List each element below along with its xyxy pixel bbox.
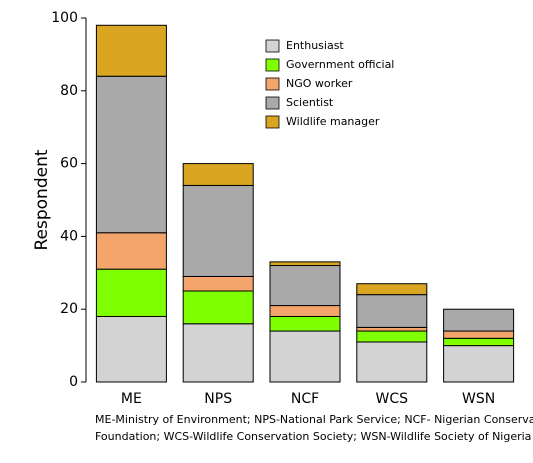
caption: ME-Ministry of Environment; NPS-National… (95, 413, 533, 426)
bar-segment (95, 315, 167, 383)
x-tick-label: NPS (204, 391, 232, 407)
y-tick-label: 40 (60, 228, 78, 244)
x-tick-label: WCS (376, 391, 409, 407)
y-tick-label: 0 (69, 374, 78, 390)
bar-segment (182, 323, 254, 383)
bar-segment (269, 261, 341, 267)
bar-segment (356, 326, 428, 332)
bar-segment (356, 294, 428, 328)
bar-segment (182, 163, 254, 186)
bar-segment (356, 283, 428, 296)
legend-swatch (265, 58, 280, 72)
y-axis-label: Respondent (32, 149, 52, 250)
legend-label: Wildlife manager (286, 115, 380, 128)
bar-segment (182, 184, 254, 277)
y-tick-label: 20 (60, 301, 78, 317)
bar-segment (269, 315, 341, 332)
legend-swatch (265, 39, 280, 53)
legend-swatch (265, 77, 280, 91)
bar-segment (356, 341, 428, 383)
x-tick-label: WSN (462, 391, 495, 407)
bar-segment (269, 265, 341, 307)
y-tick-label: 100 (51, 10, 78, 26)
bar-segment (443, 345, 515, 383)
x-tick-label: ME (121, 391, 142, 407)
caption: Foundation; WCS-Wildlife Conservation So… (95, 430, 531, 443)
bar-segment (269, 330, 341, 383)
x-tick-label: NCF (291, 391, 319, 407)
legend-swatch (265, 115, 280, 129)
y-tick-label: 60 (60, 156, 78, 172)
bar-segment (443, 308, 515, 332)
legend-label: Enthusiast (286, 39, 344, 52)
legend-swatch (265, 96, 280, 110)
bar-segment (95, 232, 167, 270)
bar-segment (182, 290, 254, 325)
bar-segment (269, 305, 341, 317)
bar-segment (95, 75, 167, 234)
legend-label: NGO worker (286, 77, 353, 90)
bar-segment (356, 330, 428, 343)
y-tick-label: 80 (60, 83, 78, 99)
bar-segment (443, 337, 515, 347)
legend-label: Government official (286, 58, 394, 71)
bar-segment (182, 275, 254, 292)
bar-segment (443, 330, 515, 339)
bar-segment (95, 24, 167, 77)
legend-label: Scientist (286, 96, 334, 109)
bar-segment (95, 268, 167, 317)
